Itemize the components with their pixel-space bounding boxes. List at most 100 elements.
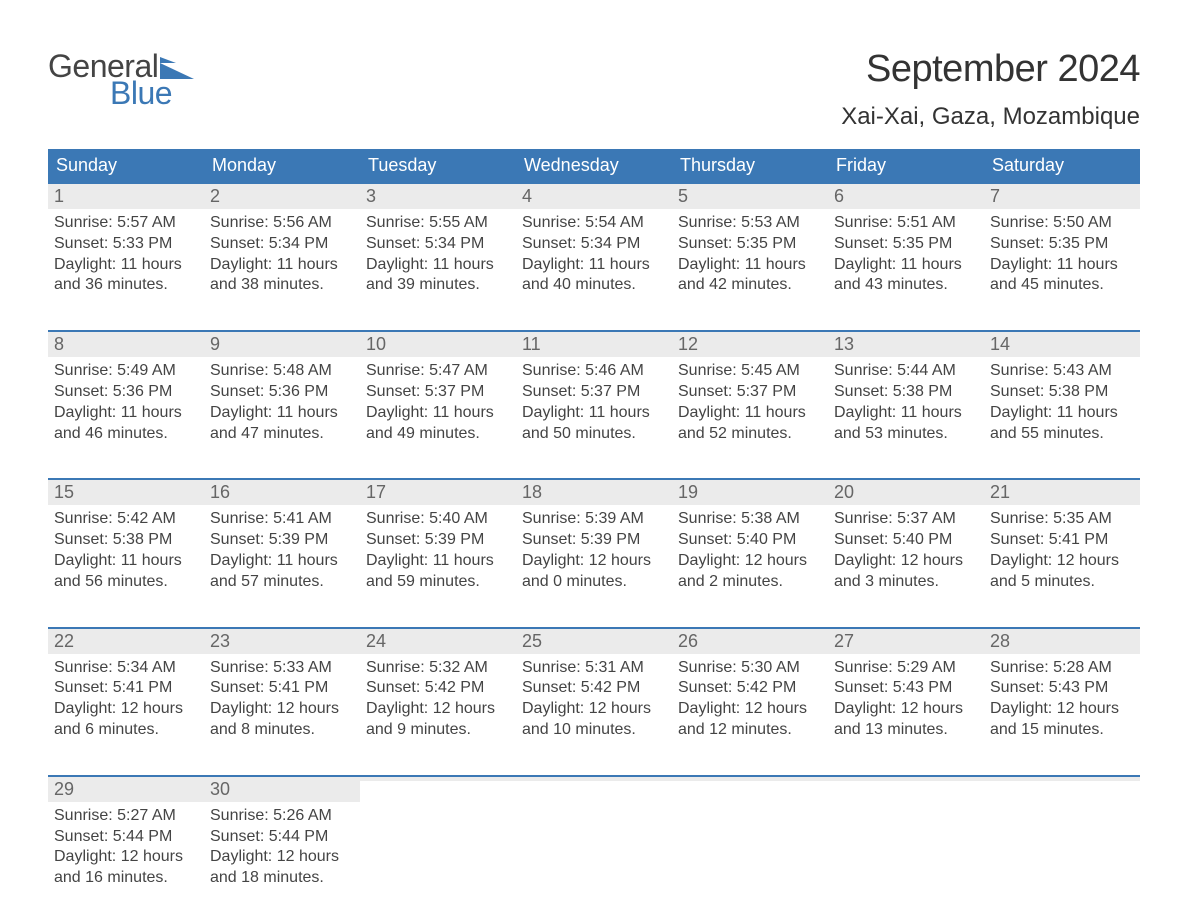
daylight-text: Daylight: 11 hours and 46 minutes. bbox=[54, 403, 198, 445]
day-cell: 2Sunrise: 5:56 AMSunset: 5:34 PMDaylight… bbox=[204, 184, 360, 302]
day-number-strip: 26 bbox=[672, 629, 828, 654]
sunrise-text: Sunrise: 5:31 AM bbox=[522, 658, 666, 679]
sunset-text: Sunset: 5:34 PM bbox=[210, 234, 354, 255]
day-body: Sunrise: 5:27 AMSunset: 5:44 PMDaylight:… bbox=[54, 806, 198, 889]
day-cell: 29 Sunrise: 5:27 AMSunset: 5:44 PMDayligh… bbox=[48, 777, 204, 895]
day-cell: 21Sunrise: 5:35 AMSunset: 5:41 PMDayligh… bbox=[984, 480, 1140, 598]
day-number-strip bbox=[828, 777, 984, 781]
sunrise-text: Sunrise: 5:44 AM bbox=[834, 361, 978, 382]
sunrise-text: Sunrise: 5:28 AM bbox=[990, 658, 1134, 679]
day-number: 24 bbox=[366, 631, 386, 651]
day-number: 20 bbox=[834, 482, 854, 502]
day-body: Sunrise: 5:56 AMSunset: 5:34 PMDaylight:… bbox=[210, 213, 354, 296]
daylight-text: Daylight: 11 hours and 40 minutes. bbox=[522, 255, 666, 297]
logo: General Blue bbox=[48, 48, 194, 112]
day-cell: 25Sunrise: 5:31 AMSunset: 5:42 PMDayligh… bbox=[516, 629, 672, 747]
day-number: 1 bbox=[54, 186, 64, 206]
sunset-text: Sunset: 5:37 PM bbox=[366, 382, 510, 403]
day-body: Sunrise: 5:53 AMSunset: 5:35 PMDaylight:… bbox=[678, 213, 822, 296]
sunset-text: Sunset: 5:35 PM bbox=[834, 234, 978, 255]
day-body: Sunrise: 5:45 AMSunset: 5:37 PMDaylight:… bbox=[678, 361, 822, 444]
daylight-text: Daylight: 12 hours and 18 minutes. bbox=[210, 847, 354, 889]
day-cell: 23 Sunrise: 5:33 AMSunset: 5:41 PMDayligh… bbox=[204, 629, 360, 747]
dow-wednesday: Wednesday bbox=[516, 149, 672, 182]
daylight-text: Daylight: 12 hours and 10 minutes. bbox=[522, 699, 666, 741]
day-number-strip: 15 bbox=[48, 480, 204, 505]
day-number: 29 bbox=[54, 779, 74, 799]
sunrise-text: Sunrise: 5:29 AM bbox=[834, 658, 978, 679]
day-number: 14 bbox=[990, 334, 1010, 354]
sunrise-text: Sunrise: 5:54 AM bbox=[522, 213, 666, 234]
day-number-strip: 13 bbox=[828, 332, 984, 357]
day-number-strip bbox=[672, 777, 828, 781]
day-number-strip: 30 bbox=[204, 777, 360, 802]
sunrise-text: Sunrise: 5:47 AM bbox=[366, 361, 510, 382]
dow-friday: Friday bbox=[828, 149, 984, 182]
day-body: Sunrise: 5:26 AMSunset: 5:44 PMDaylight:… bbox=[210, 806, 354, 889]
day-cell: 3Sunrise: 5:55 AMSunset: 5:34 PMDaylight… bbox=[360, 184, 516, 302]
daylight-text: Daylight: 11 hours and 43 minutes. bbox=[834, 255, 978, 297]
sunset-text: Sunset: 5:40 PM bbox=[678, 530, 822, 551]
day-body: Sunrise: 5:38 AMSunset: 5:40 PMDaylight:… bbox=[678, 509, 822, 592]
daylight-text: Daylight: 12 hours and 3 minutes. bbox=[834, 551, 978, 593]
day-body: Sunrise: 5:49 AMSunset: 5:36 PMDaylight:… bbox=[54, 361, 198, 444]
daylight-text: Daylight: 12 hours and 9 minutes. bbox=[366, 699, 510, 741]
day-cell: 28Sunrise: 5:28 AMSunset: 5:43 PMDayligh… bbox=[984, 629, 1140, 747]
day-number: 25 bbox=[522, 631, 542, 651]
sunset-text: Sunset: 5:38 PM bbox=[54, 530, 198, 551]
day-number-strip: 28 bbox=[984, 629, 1140, 654]
day-number: 21 bbox=[990, 482, 1010, 502]
day-body: Sunrise: 5:41 AMSunset: 5:39 PMDaylight:… bbox=[210, 509, 354, 592]
day-body: Sunrise: 5:33 AMSunset: 5:41 PMDaylight:… bbox=[210, 658, 354, 741]
day-number: 3 bbox=[366, 186, 376, 206]
day-number-strip: 19 bbox=[672, 480, 828, 505]
sunrise-text: Sunrise: 5:30 AM bbox=[678, 658, 822, 679]
day-cell bbox=[984, 777, 1140, 895]
sunset-text: Sunset: 5:34 PM bbox=[522, 234, 666, 255]
dow-sunday: Sunday bbox=[48, 149, 204, 182]
sunset-text: Sunset: 5:42 PM bbox=[366, 678, 510, 699]
sunset-text: Sunset: 5:37 PM bbox=[522, 382, 666, 403]
sunset-text: Sunset: 5:33 PM bbox=[54, 234, 198, 255]
sunset-text: Sunset: 5:41 PM bbox=[210, 678, 354, 699]
day-number-strip: 16 bbox=[204, 480, 360, 505]
day-number-strip: 23 bbox=[204, 629, 360, 654]
calendar: Sunday Monday Tuesday Wednesday Thursday… bbox=[48, 149, 1140, 895]
dow-tuesday: Tuesday bbox=[360, 149, 516, 182]
sunset-text: Sunset: 5:37 PM bbox=[678, 382, 822, 403]
daylight-text: Daylight: 12 hours and 0 minutes. bbox=[522, 551, 666, 593]
sunrise-text: Sunrise: 5:42 AM bbox=[54, 509, 198, 530]
day-body: Sunrise: 5:30 AMSunset: 5:42 PMDaylight:… bbox=[678, 658, 822, 741]
daylight-text: Daylight: 12 hours and 12 minutes. bbox=[678, 699, 822, 741]
sunset-text: Sunset: 5:36 PM bbox=[54, 382, 198, 403]
day-number-strip: 27 bbox=[828, 629, 984, 654]
daylight-text: Daylight: 12 hours and 8 minutes. bbox=[210, 699, 354, 741]
daylight-text: Daylight: 11 hours and 57 minutes. bbox=[210, 551, 354, 593]
day-cell: 9Sunrise: 5:48 AMSunset: 5:36 PMDaylight… bbox=[204, 332, 360, 450]
day-body: Sunrise: 5:29 AMSunset: 5:43 PMDaylight:… bbox=[834, 658, 978, 741]
day-cell: 15Sunrise: 5:42 AMSunset: 5:38 PMDayligh… bbox=[48, 480, 204, 598]
day-body: Sunrise: 5:39 AMSunset: 5:39 PMDaylight:… bbox=[522, 509, 666, 592]
day-number-strip: 12 bbox=[672, 332, 828, 357]
day-body: Sunrise: 5:54 AMSunset: 5:34 PMDaylight:… bbox=[522, 213, 666, 296]
sunset-text: Sunset: 5:38 PM bbox=[990, 382, 1134, 403]
day-number: 13 bbox=[834, 334, 854, 354]
day-number: 30 bbox=[210, 779, 230, 799]
day-cell bbox=[828, 777, 984, 895]
sunset-text: Sunset: 5:40 PM bbox=[834, 530, 978, 551]
day-body: Sunrise: 5:57 AMSunset: 5:33 PMDaylight:… bbox=[54, 213, 198, 296]
day-number-strip: 17 bbox=[360, 480, 516, 505]
day-cell: 5Sunrise: 5:53 AMSunset: 5:35 PMDaylight… bbox=[672, 184, 828, 302]
sunrise-text: Sunrise: 5:40 AM bbox=[366, 509, 510, 530]
day-number-strip: 22 bbox=[48, 629, 204, 654]
sunset-text: Sunset: 5:43 PM bbox=[834, 678, 978, 699]
sunrise-text: Sunrise: 5:51 AM bbox=[834, 213, 978, 234]
day-cell: 19 Sunrise: 5:38 AMSunset: 5:40 PMDayligh… bbox=[672, 480, 828, 598]
header: General Blue September 2024 Xai-Xai, Gaz… bbox=[48, 48, 1140, 131]
daylight-text: Daylight: 11 hours and 45 minutes. bbox=[990, 255, 1134, 297]
day-number-strip: 1 bbox=[48, 184, 204, 209]
daylight-text: Daylight: 11 hours and 50 minutes. bbox=[522, 403, 666, 445]
day-number: 9 bbox=[210, 334, 220, 354]
sunset-text: Sunset: 5:34 PM bbox=[366, 234, 510, 255]
day-body: Sunrise: 5:50 AMSunset: 5:35 PMDaylight:… bbox=[990, 213, 1134, 296]
